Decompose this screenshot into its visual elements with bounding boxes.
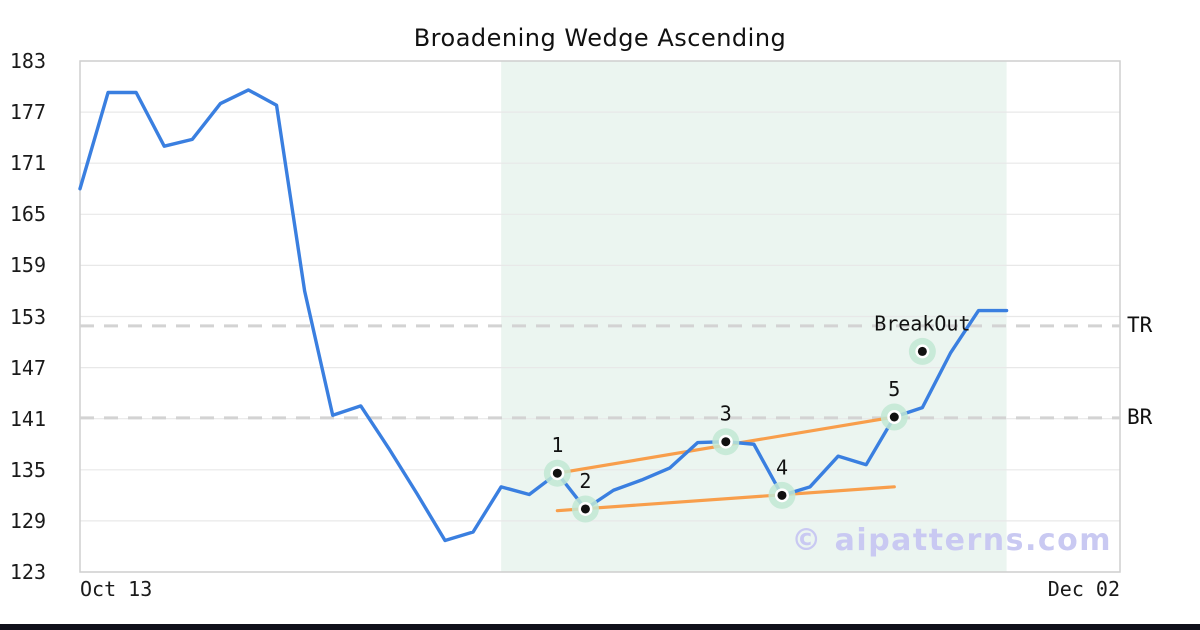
watermark: © aipatterns.com (791, 523, 1112, 558)
y-tick-label: 171 (9, 151, 46, 176)
chart-title: Broadening Wedge Ascending (413, 24, 787, 52)
price-line (78, 88, 1009, 543)
y-tick-label: 183 (9, 49, 46, 73)
y-tick-label: 177 (9, 100, 46, 125)
footer-bar (0, 624, 1200, 630)
y-tick-label: 141 (9, 406, 46, 431)
pattern-marker (721, 437, 731, 447)
pattern-marker (580, 504, 590, 514)
x-tick-start: Oct 13 (80, 577, 153, 601)
y-tick-label: 123 (9, 560, 46, 584)
breakout-label: BreakOut (874, 311, 970, 335)
pattern-marker (777, 490, 787, 500)
trendline-lower (555, 485, 896, 513)
marker-label: 5 (888, 377, 900, 401)
marker-label: 3 (720, 402, 732, 426)
pattern-marker (552, 468, 562, 478)
y-tick-label: 165 (9, 202, 46, 227)
plot-frame (79, 60, 1121, 573)
marker-label: 4 (776, 455, 788, 479)
x-tick-end: Dec 02 (1047, 577, 1120, 601)
y-tick-label: 159 (9, 253, 46, 278)
pattern-marker (917, 346, 927, 356)
marker-label: 1 (551, 433, 563, 457)
target-level-label: TR (1127, 312, 1153, 337)
y-tick-label: 153 (9, 304, 46, 329)
y-tick-label: 135 (9, 457, 46, 482)
breakout-level-label: BR (1127, 404, 1153, 429)
marker-label: 2 (579, 469, 591, 493)
y-tick-label: 147 (9, 355, 46, 380)
y-tick-label: 129 (9, 508, 46, 533)
pattern-marker (889, 412, 899, 422)
